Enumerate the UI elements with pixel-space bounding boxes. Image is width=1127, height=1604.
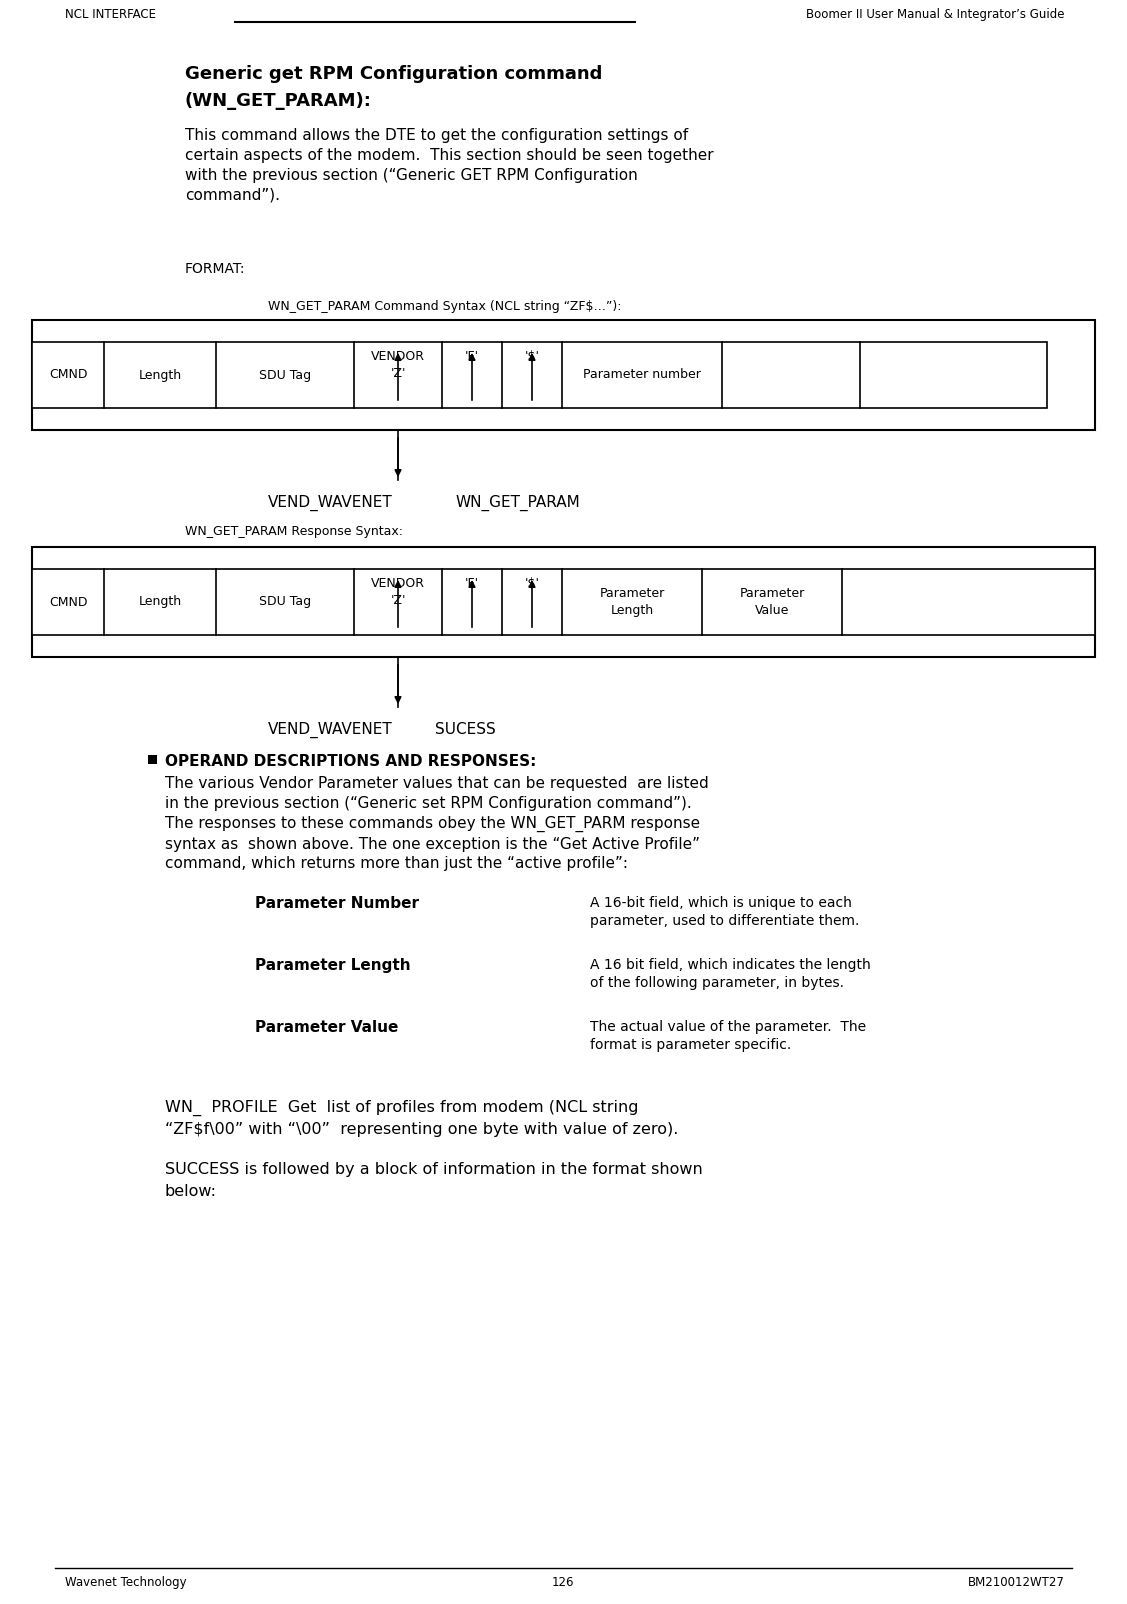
Bar — [32, 321, 1095, 430]
Text: '$': '$' — [524, 577, 540, 590]
Text: SUCESS: SUCESS — [435, 722, 496, 736]
Text: CMND: CMND — [48, 595, 87, 608]
Text: Wavenet Technology: Wavenet Technology — [65, 1577, 187, 1590]
Text: FORMAT:: FORMAT: — [185, 261, 246, 276]
Text: VEND_WAVENET: VEND_WAVENET — [268, 722, 392, 738]
Text: Length: Length — [139, 595, 181, 608]
Text: This command allows the DTE to get the configuration settings of
certain aspects: This command allows the DTE to get the c… — [185, 128, 713, 202]
Text: VENDOR
'Z': VENDOR 'Z' — [371, 577, 425, 606]
Text: Parameter number: Parameter number — [583, 369, 701, 382]
Text: SDU Tag: SDU Tag — [259, 369, 311, 382]
Text: WN_GET_PARAM: WN_GET_PARAM — [455, 496, 579, 512]
Text: OPERAND DESCRIPTIONS AND RESPONSES:: OPERAND DESCRIPTIONS AND RESPONSES: — [165, 754, 536, 768]
Text: WN_GET_PARAM Response Syntax:: WN_GET_PARAM Response Syntax: — [185, 525, 403, 537]
Text: SDU Tag: SDU Tag — [259, 595, 311, 608]
Text: The various Vendor Parameter values that can be requested  are listed
in the pre: The various Vendor Parameter values that… — [165, 776, 709, 871]
Text: VENDOR
'Z': VENDOR 'Z' — [371, 350, 425, 380]
Text: A 16-bit field, which is unique to each
parameter, used to differentiate them.: A 16-bit field, which is unique to each … — [591, 897, 860, 929]
Text: BM210012WT27: BM210012WT27 — [968, 1577, 1065, 1590]
Text: 126: 126 — [552, 1577, 575, 1590]
Text: The actual value of the parameter.  The
format is parameter specific.: The actual value of the parameter. The f… — [591, 1020, 867, 1052]
Text: (WN_GET_PARAM):: (WN_GET_PARAM): — [185, 91, 372, 111]
Text: Parameter
Value: Parameter Value — [739, 587, 805, 618]
Text: SUCCESS is followed by a block of information in the format shown: SUCCESS is followed by a block of inform… — [165, 1161, 703, 1177]
Text: 'F': 'F' — [465, 577, 479, 590]
Text: below:: below: — [165, 1184, 218, 1200]
Text: Parameter Value: Parameter Value — [255, 1020, 398, 1035]
Bar — [148, 755, 157, 764]
Text: A 16 bit field, which indicates the length
of the following parameter, in bytes.: A 16 bit field, which indicates the leng… — [591, 958, 871, 990]
Text: Generic get RPM Configuration command: Generic get RPM Configuration command — [185, 66, 602, 83]
Text: '$': '$' — [524, 350, 540, 363]
Text: Parameter
Length: Parameter Length — [600, 587, 665, 618]
Text: Length: Length — [139, 369, 181, 382]
Text: WN_  PROFILE  Get  list of profiles from modem (NCL string: WN_ PROFILE Get list of profiles from mo… — [165, 1100, 639, 1116]
Bar — [32, 342, 1047, 407]
Text: VEND_WAVENET: VEND_WAVENET — [268, 496, 392, 512]
Text: Parameter Number: Parameter Number — [255, 897, 419, 911]
Text: Parameter Length: Parameter Length — [255, 958, 410, 974]
Bar — [32, 569, 1095, 635]
Bar — [32, 547, 1095, 658]
Text: CMND: CMND — [48, 369, 87, 382]
Text: WN_GET_PARAM Command Syntax (NCL string “ZF$…”):: WN_GET_PARAM Command Syntax (NCL string … — [268, 300, 621, 313]
Text: 'F': 'F' — [465, 350, 479, 363]
Text: “ZF$f\00” with “\00”  representing one byte with value of zero).: “ZF$f\00” with “\00” representing one by… — [165, 1123, 678, 1137]
Text: Boomer II User Manual & Integrator’s Guide: Boomer II User Manual & Integrator’s Gui… — [807, 8, 1065, 21]
Text: NCL INTERFACE: NCL INTERFACE — [65, 8, 156, 21]
